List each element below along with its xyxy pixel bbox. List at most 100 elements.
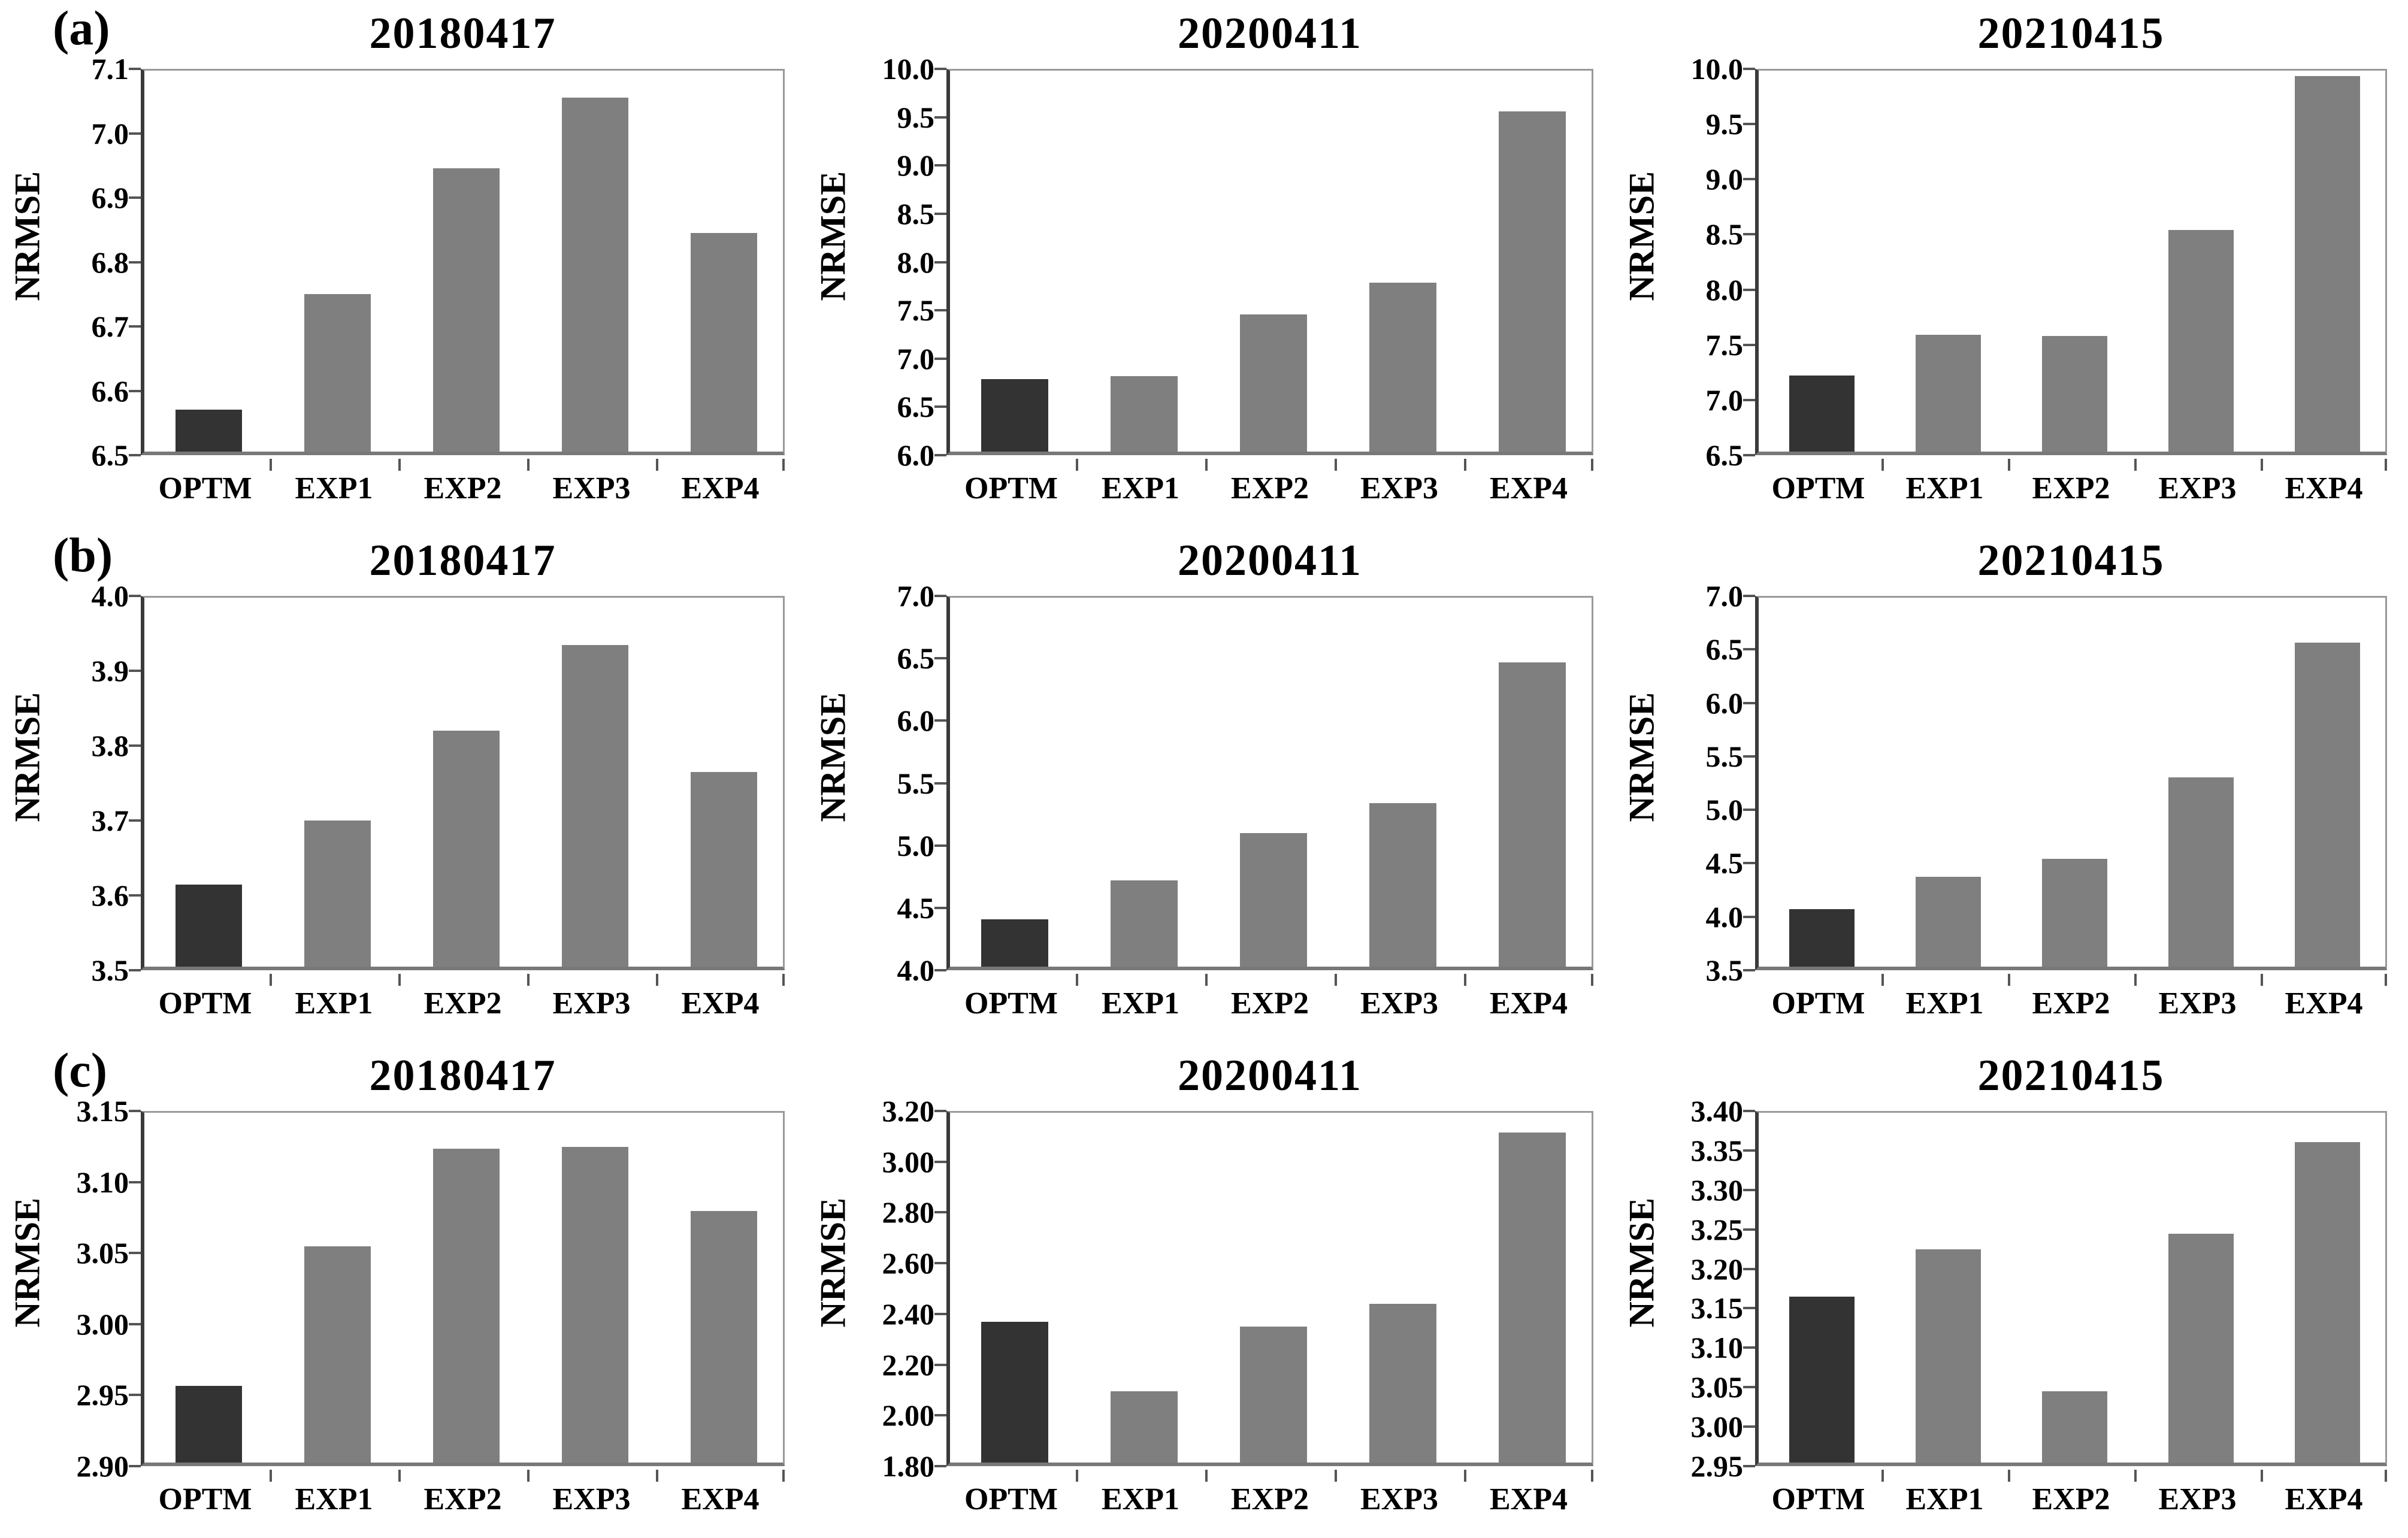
x-tick-mark	[2134, 1470, 2137, 1482]
y-tick-mark	[129, 670, 141, 672]
y-tick-mark	[1743, 1346, 1755, 1349]
y-tick-label: 9.5	[897, 100, 935, 134]
bar-optm	[981, 919, 1049, 967]
x-category-label: EXP2	[2032, 986, 2110, 1021]
chart-panel-b-20200411: 20200411 NRMSE 7.0 6.5 6.0 5.5 5.0 4.5 4.0 OPTM EX…	[806, 527, 1614, 1042]
plot-area	[141, 596, 785, 970]
y-tick-label: 6.0	[1705, 686, 1744, 720]
y-tick-mark	[1743, 755, 1755, 758]
y-tick-label: 3.25	[1690, 1212, 1744, 1246]
chart-title: 20200411	[1178, 536, 1362, 585]
bar-exp2	[432, 1148, 500, 1463]
y-tick-label: 6.0	[897, 438, 935, 472]
chart-title: 20180417	[369, 536, 556, 585]
x-category-label: EXP2	[423, 986, 502, 1021]
y-tick-label: 2.90	[76, 1449, 129, 1483]
y-tick-label: 3.20	[1690, 1252, 1744, 1286]
y-tick-mark	[1743, 178, 1755, 181]
bar-exp3	[1369, 1304, 1437, 1463]
x-tick-mark	[1464, 974, 1466, 986]
x-tick-mark	[2134, 459, 2137, 471]
y-tick-mark	[934, 844, 946, 847]
x-tick-mark	[782, 974, 785, 986]
x-tick-mark	[1881, 974, 1884, 986]
bar-exp4	[1498, 111, 1566, 452]
y-tick-label: 10.0	[1690, 52, 1744, 86]
bar-exp4	[2294, 642, 2361, 967]
y-tick-label: 6.5	[897, 390, 935, 424]
y-tick-mark	[934, 1414, 946, 1417]
y-tick-mark	[1743, 1188, 1755, 1191]
panel-row-label: (c)	[53, 1043, 108, 1097]
bar-exp1	[304, 821, 371, 967]
y-tick-mark	[934, 357, 946, 360]
chart-panel-c-20210415: 20210415 NRMSE 3.40 3.35 3.30 3.25 3.20 3.15 3.1…	[1614, 1042, 2408, 1538]
y-tick-label: 3.15	[76, 1094, 129, 1128]
y-tick-label: 3.00	[1690, 1410, 1744, 1444]
x-tick-mark	[1335, 1470, 1337, 1482]
y-tick-label: 3.10	[76, 1165, 129, 1199]
x-tick-mark	[1464, 1470, 1466, 1482]
y-tick-label: 6.9	[91, 181, 129, 214]
x-category-label: EXP3	[1360, 986, 1438, 1021]
y-tick-mark	[1743, 1465, 1755, 1467]
x-tick-mark	[398, 459, 401, 471]
y-tick-mark	[934, 657, 946, 660]
x-tick-mark	[1591, 974, 1593, 986]
y-tick-label: 3.10	[1690, 1331, 1744, 1365]
bar-exp3	[1369, 803, 1437, 967]
x-category-label: OPTM	[964, 1482, 1058, 1516]
bar-optm	[1789, 909, 1855, 967]
chart-panel-c-20200411: 20200411 NRMSE 3.20 3.00 2.80 2.60 2.40 2.20 2.0…	[806, 1042, 1614, 1538]
y-tick-label: 3.05	[1690, 1370, 1744, 1404]
x-category-label: EXP2	[2032, 471, 2110, 505]
bar-exp2	[2041, 858, 2108, 967]
chart-title: 20200411	[1178, 1051, 1362, 1100]
y-tick-label: 3.15	[1690, 1291, 1744, 1325]
x-tick-mark	[1205, 459, 1208, 471]
y-tick-label: 5.0	[1705, 793, 1744, 827]
plot-area	[1755, 69, 2387, 455]
y-tick-mark	[1743, 915, 1755, 918]
y-tick-mark	[1743, 1307, 1755, 1310]
x-tick-mark	[1335, 459, 1337, 471]
y-tick-label: 4.0	[897, 953, 935, 987]
x-tick-mark	[782, 1470, 785, 1482]
x-tick-mark	[656, 459, 658, 471]
y-tick-label: 9.5	[1705, 107, 1744, 141]
y-tick-mark	[1743, 809, 1755, 812]
bar-exp3	[1369, 282, 1437, 452]
y-tick-label: 3.9	[91, 654, 129, 688]
bar-exp4	[690, 1211, 758, 1463]
bar-exp1	[1110, 880, 1178, 967]
x-category-label: EXP2	[1231, 986, 1309, 1021]
y-tick-label: 3.05	[76, 1236, 129, 1270]
bar-exp4	[690, 772, 758, 967]
y-tick-mark	[934, 1262, 946, 1265]
y-tick-mark	[129, 325, 141, 328]
y-tick-mark	[1743, 1149, 1755, 1152]
y-tick-mark	[934, 719, 946, 722]
x-category-label: EXP2	[423, 471, 502, 505]
bar-exp1	[1110, 1391, 1178, 1463]
x-tick-mark	[527, 1470, 530, 1482]
chart-panel-c-20180417: (c) 20180417 NRMSE 3.15 3.10 3.05 3.00 2.95 2.90…	[0, 1042, 806, 1538]
y-tick-mark	[129, 389, 141, 392]
bar-exp1	[1915, 877, 1982, 967]
x-category-label: EXP1	[1905, 986, 1984, 1021]
y-tick-mark	[129, 595, 141, 597]
bar-exp2	[1239, 833, 1308, 967]
bar-exp2	[432, 731, 500, 967]
bar-exp3	[561, 97, 629, 452]
x-tick-mark	[2385, 1470, 2387, 1482]
x-category-label: EXP3	[1360, 471, 1438, 505]
y-tick-label: 10.0	[882, 52, 935, 86]
x-category-label: EXP3	[2158, 1482, 2237, 1516]
x-category-label: EXP4	[2285, 471, 2363, 505]
x-category-label: EXP1	[1102, 986, 1179, 1021]
chart-panel-a-20210415: 20210415 NRMSE 10.0 9.5 9.0 8.5 8.0 7.5 7.0 6.5 OP…	[1614, 0, 2408, 527]
y-tick-label: 7.0	[897, 579, 935, 613]
y-tick-label: 7.0	[897, 341, 935, 376]
x-category-label: EXP2	[1231, 471, 1309, 505]
